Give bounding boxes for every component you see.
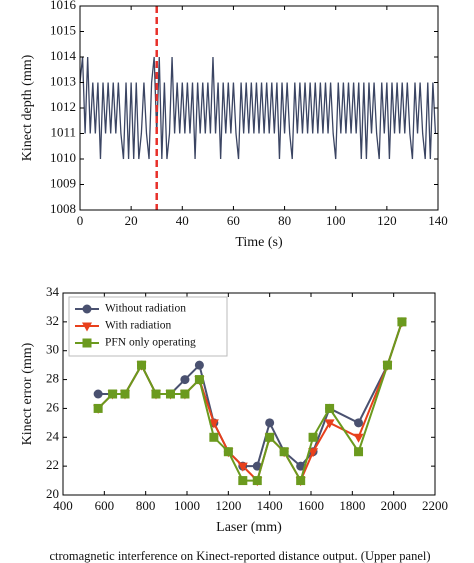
- marker: [151, 389, 161, 399]
- y-tick-label: 24: [46, 428, 60, 443]
- marker: [252, 476, 262, 486]
- marker: [308, 432, 318, 442]
- marker: [223, 447, 233, 457]
- marker: [354, 418, 364, 428]
- caption: ctromagnetic interference on Kinect-repo…: [49, 549, 430, 563]
- marker: [397, 317, 407, 327]
- legend-label: With radiation: [105, 320, 172, 332]
- y-axis-label: Kinect error (mm): [20, 342, 35, 445]
- x-tick-label: 80: [278, 213, 291, 228]
- legend-marker: [82, 304, 92, 314]
- x-tick-label: 40: [176, 213, 189, 228]
- x-tick-label: 1800: [339, 498, 365, 513]
- marker: [108, 389, 118, 399]
- legend-marker: [82, 322, 92, 332]
- marker: [296, 461, 306, 471]
- marker: [308, 448, 319, 458]
- x-tick-label: 600: [95, 498, 115, 513]
- series-line: [97, 321, 403, 484]
- y-tick-label: 1014: [50, 48, 77, 63]
- x-tick-label: 140: [428, 213, 448, 228]
- marker: [120, 389, 130, 399]
- y-tick-label: 1010: [50, 150, 76, 165]
- marker: [279, 447, 289, 457]
- legend-marker: [82, 338, 92, 348]
- x-tick-label: 1600: [298, 498, 324, 513]
- y-tick-label: 22: [46, 457, 59, 472]
- y-tick-label: 1013: [50, 73, 76, 88]
- y-tick-label: 32: [46, 313, 59, 328]
- marker: [238, 476, 248, 486]
- legend-label: PFN only operating: [105, 337, 196, 349]
- marker: [93, 389, 103, 399]
- marker: [180, 375, 190, 385]
- x-tick-label: 1200: [215, 498, 241, 513]
- y-tick-label: 26: [46, 399, 60, 414]
- x-tick-label: 20: [125, 213, 138, 228]
- marker: [265, 418, 275, 428]
- plot-frame: [79, 5, 439, 211]
- x-tick-label: 400: [53, 498, 73, 513]
- x-tick-label: 2000: [381, 498, 407, 513]
- marker: [354, 447, 364, 457]
- y-tick-label: 1015: [50, 22, 76, 37]
- x-tick-label: 100: [326, 213, 346, 228]
- marker: [353, 433, 364, 443]
- x-tick-label: 1000: [174, 498, 200, 513]
- y-axis-label: Kinect depth (mm): [20, 54, 35, 161]
- marker: [209, 432, 219, 442]
- legend-label: Without radiation: [105, 303, 186, 315]
- marker: [296, 476, 306, 486]
- marker: [325, 403, 335, 413]
- y-tick-label: 28: [46, 371, 59, 386]
- marker: [237, 462, 248, 472]
- marker: [194, 360, 204, 370]
- y-tick-label: 1012: [50, 99, 76, 114]
- marker: [93, 403, 103, 413]
- plot-frame: [62, 292, 436, 496]
- y-tick-label: 1008: [50, 201, 76, 216]
- marker: [208, 419, 219, 429]
- marker: [137, 360, 147, 370]
- marker: [324, 419, 335, 429]
- y-tick-label: 1011: [50, 124, 76, 139]
- marker: [252, 461, 262, 471]
- marker: [165, 389, 175, 399]
- x-tick-label: 800: [136, 498, 156, 513]
- x-tick-label: 60: [227, 213, 240, 228]
- x-tick-label: 2200: [422, 498, 448, 513]
- x-tick-label: 0: [77, 213, 84, 228]
- y-tick-label: 1016: [50, 0, 77, 12]
- y-tick-label: 1009: [50, 175, 76, 190]
- series-line: [79, 56, 437, 160]
- x-axis-label: Laser (mm): [216, 520, 282, 535]
- marker: [382, 360, 392, 370]
- y-tick-label: 30: [46, 342, 59, 357]
- marker: [194, 375, 204, 385]
- marker: [180, 389, 190, 399]
- y-tick-label: 34: [46, 284, 60, 299]
- x-axis-label: Time (s): [235, 235, 283, 250]
- x-tick-label: 1400: [257, 498, 283, 513]
- y-tick-label: 20: [46, 486, 59, 501]
- marker: [265, 432, 275, 442]
- x-tick-label: 120: [377, 213, 397, 228]
